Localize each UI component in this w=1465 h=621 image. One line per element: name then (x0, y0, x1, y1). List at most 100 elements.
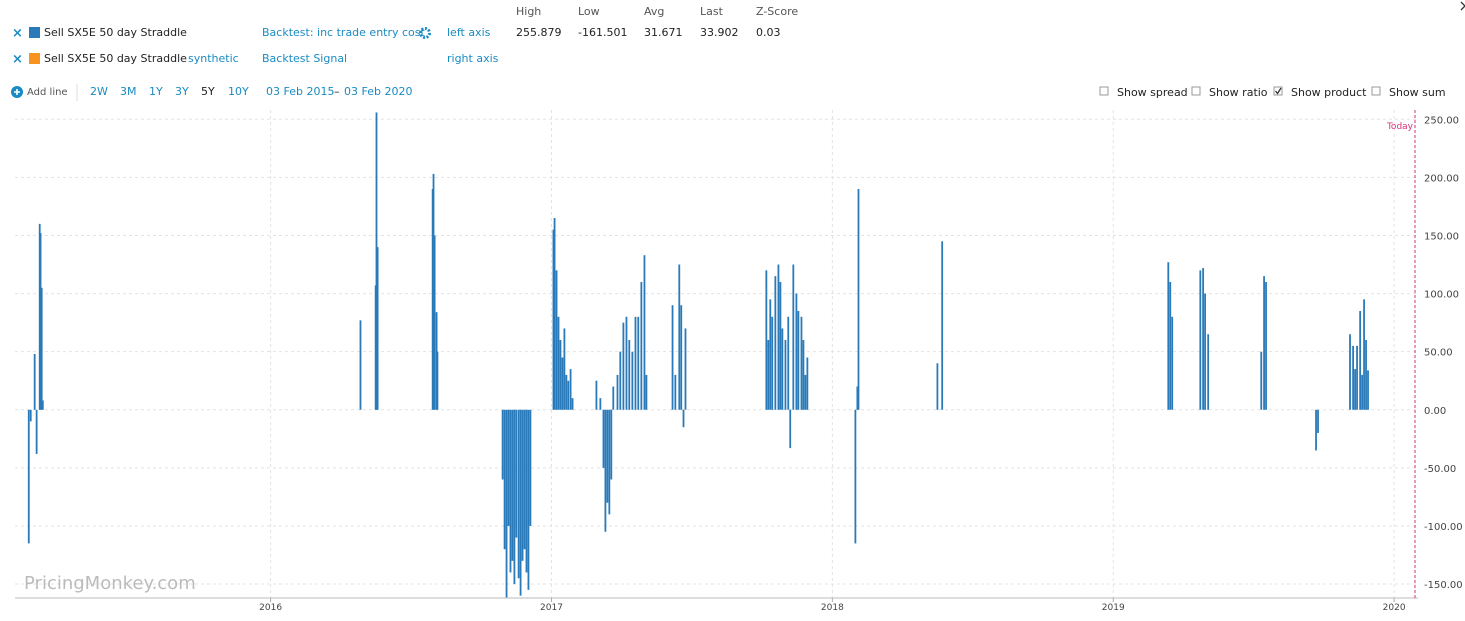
bar (376, 247, 379, 410)
checkbox[interactable] (1273, 86, 1283, 96)
bar (612, 386, 615, 410)
stat-value: 0.03 (756, 26, 781, 39)
bar (634, 316, 637, 410)
x-tick-label: 2019 (1102, 603, 1125, 613)
range-button[interactable]: 3Y (175, 85, 189, 98)
bar (765, 270, 768, 410)
series-swatch (29, 53, 40, 64)
bar (561, 357, 564, 410)
bar (511, 409, 514, 561)
bar (643, 255, 646, 410)
bar (604, 409, 607, 532)
stat-value: 255.879 (516, 26, 562, 39)
bar (501, 409, 504, 480)
bar (622, 322, 625, 410)
checkbox[interactable] (1371, 86, 1381, 96)
range-button[interactable]: 3M (120, 85, 137, 98)
bar (680, 305, 683, 410)
bar (608, 409, 611, 515)
bar (1207, 334, 1210, 410)
option-label[interactable]: Show ratio (1209, 86, 1268, 99)
range-button[interactable]: 5Y (201, 85, 215, 98)
bar (806, 357, 809, 410)
bar (619, 351, 622, 410)
checkmark (1274, 87, 1282, 95)
series-swatch (29, 27, 40, 38)
bar (1354, 369, 1356, 410)
series-name[interactable]: Sell SX5E 50 day Straddle (44, 26, 187, 39)
bar (1315, 409, 1317, 451)
bar (628, 340, 631, 410)
bar (1260, 351, 1263, 410)
bar (35, 409, 38, 454)
y-tick-label: 50.00 (1424, 348, 1453, 359)
bar (682, 409, 685, 428)
axis-link[interactable]: right axis (447, 52, 499, 65)
series-source[interactable]: synthetic (188, 52, 239, 65)
y-tick-label: -100.00 (1424, 522, 1463, 533)
range-button[interactable]: 10Y (228, 85, 249, 98)
bar (567, 380, 570, 410)
option-label[interactable]: Show spread (1117, 86, 1188, 99)
bar (525, 409, 528, 573)
bar (375, 112, 378, 410)
bar (552, 229, 555, 410)
bar (529, 409, 532, 526)
stat-header: Low (578, 5, 600, 18)
bar (513, 409, 516, 585)
bar (625, 316, 628, 410)
bar (565, 374, 568, 410)
bar (941, 241, 944, 410)
stat-value: 31.671 (644, 26, 683, 39)
date-to[interactable]: 03 Feb 2020 (344, 85, 413, 98)
bar (777, 264, 780, 410)
bar (616, 374, 619, 410)
backtest-link[interactable]: Backtest Signal (262, 52, 348, 65)
bar (856, 386, 859, 410)
y-tick-label: 250.00 (1424, 115, 1459, 126)
range-button[interactable]: 2W (90, 85, 108, 98)
bar (771, 316, 774, 410)
bar (610, 409, 613, 480)
bar (569, 369, 572, 410)
option-label[interactable]: Show product (1291, 86, 1367, 99)
bar (684, 328, 687, 410)
bar (671, 305, 674, 410)
bar (507, 409, 510, 526)
bar (936, 363, 939, 410)
bar (781, 328, 784, 410)
range-button[interactable]: 1Y (149, 85, 163, 98)
bar (1199, 270, 1202, 410)
date-from[interactable]: 03 Feb 2015 (266, 85, 335, 98)
checkbox[interactable] (1099, 86, 1109, 96)
checkbox[interactable] (1191, 86, 1201, 96)
backtest-link[interactable]: Backtest: inc trade entry cost (262, 26, 425, 39)
bar (1317, 409, 1319, 434)
stat-header: High (516, 5, 542, 18)
bar (797, 311, 800, 410)
bar (1363, 299, 1365, 410)
bar (787, 316, 790, 410)
add-line[interactable]: Add line (27, 87, 68, 98)
bar (1263, 276, 1265, 410)
today-label: Today (1386, 122, 1414, 132)
series-name[interactable]: Sell SX5E 50 day Straddle (44, 52, 187, 65)
bar (1265, 281, 1267, 410)
bar (503, 409, 506, 550)
bar (767, 340, 770, 410)
bar (527, 409, 530, 590)
y-tick-label: 100.00 (1424, 290, 1459, 301)
stat-header: Z-Score (756, 5, 799, 18)
bar (1356, 345, 1358, 410)
bar (515, 409, 518, 538)
bar (1204, 293, 1206, 410)
bar (795, 293, 798, 410)
axis-link[interactable]: left axis (447, 26, 491, 39)
bar (640, 281, 643, 410)
bar (1202, 268, 1205, 410)
x-tick-label: 2018 (821, 603, 844, 613)
date-separator: – (334, 85, 340, 98)
option-label[interactable]: Show sum (1389, 86, 1446, 99)
bar (557, 316, 560, 410)
